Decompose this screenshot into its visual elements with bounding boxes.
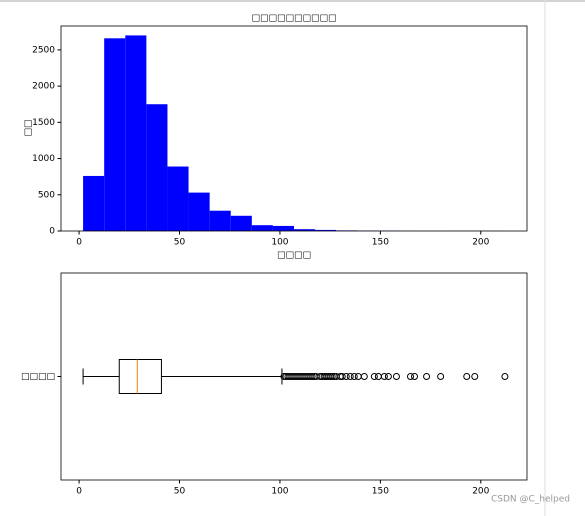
flier	[423, 373, 431, 380]
bar	[125, 35, 147, 231]
x-tick-label: 50	[174, 487, 186, 497]
bar	[209, 210, 231, 231]
bar	[230, 215, 252, 231]
bar	[188, 192, 210, 231]
flier	[407, 373, 414, 380]
bar	[315, 229, 337, 231]
flier	[471, 373, 479, 380]
bar	[83, 175, 105, 231]
bar	[251, 225, 273, 231]
flier	[350, 373, 358, 380]
flier	[501, 373, 509, 380]
flier	[463, 373, 471, 380]
flier	[392, 373, 400, 380]
y-tick-label: 1500	[32, 118, 55, 128]
x-tick-label: 50	[174, 238, 186, 248]
bar	[272, 225, 294, 231]
flier	[437, 373, 445, 380]
flier	[342, 373, 350, 380]
bar	[167, 166, 189, 231]
y-axis-label: □□	[24, 119, 34, 136]
x-tick-label: 200	[472, 238, 489, 248]
y-tick-label: 0	[49, 227, 55, 237]
flier	[411, 373, 419, 380]
x-tick-label: 200	[472, 487, 489, 497]
x-tick-label: 150	[372, 238, 389, 248]
x-axis-label: □□□□	[277, 251, 311, 261]
box	[118, 359, 162, 394]
figure	[17, 8, 537, 497]
watermark: CSDN @C_helped	[491, 495, 570, 505]
flier	[380, 373, 388, 380]
bar	[146, 104, 168, 231]
flier	[360, 373, 368, 380]
flier	[338, 373, 346, 380]
axes-frame	[60, 272, 528, 481]
y-tick-label: 1000	[32, 154, 55, 164]
axes-frame	[60, 25, 528, 232]
x-tick-label: 100	[271, 238, 288, 248]
x-tick-label: 0	[76, 487, 82, 497]
bar	[294, 229, 316, 231]
y-tick-label: 2500	[32, 45, 55, 55]
flier	[384, 373, 392, 380]
x-tick-label: 100	[271, 487, 288, 497]
flier	[370, 373, 378, 380]
flier	[308, 373, 316, 380]
x-tick-label: 0	[76, 238, 82, 248]
y-tick-label: □□□□	[21, 372, 55, 382]
x-tick-label: 150	[372, 487, 389, 497]
chart-title: □□□□□□□□□□	[251, 14, 336, 24]
flier	[328, 373, 336, 380]
y-tick-label: 2000	[32, 82, 55, 92]
y-tick-label: 500	[38, 190, 55, 200]
flier	[346, 373, 354, 380]
bar	[104, 38, 126, 232]
